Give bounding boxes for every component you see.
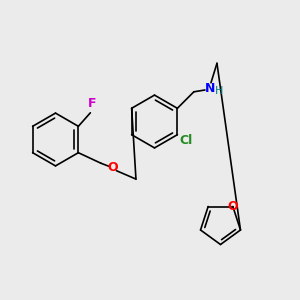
Text: O: O	[107, 161, 118, 174]
Text: Cl: Cl	[180, 134, 193, 147]
Text: F: F	[88, 97, 96, 110]
Text: N: N	[205, 82, 216, 95]
Text: H: H	[214, 86, 223, 96]
Text: O: O	[227, 200, 238, 213]
